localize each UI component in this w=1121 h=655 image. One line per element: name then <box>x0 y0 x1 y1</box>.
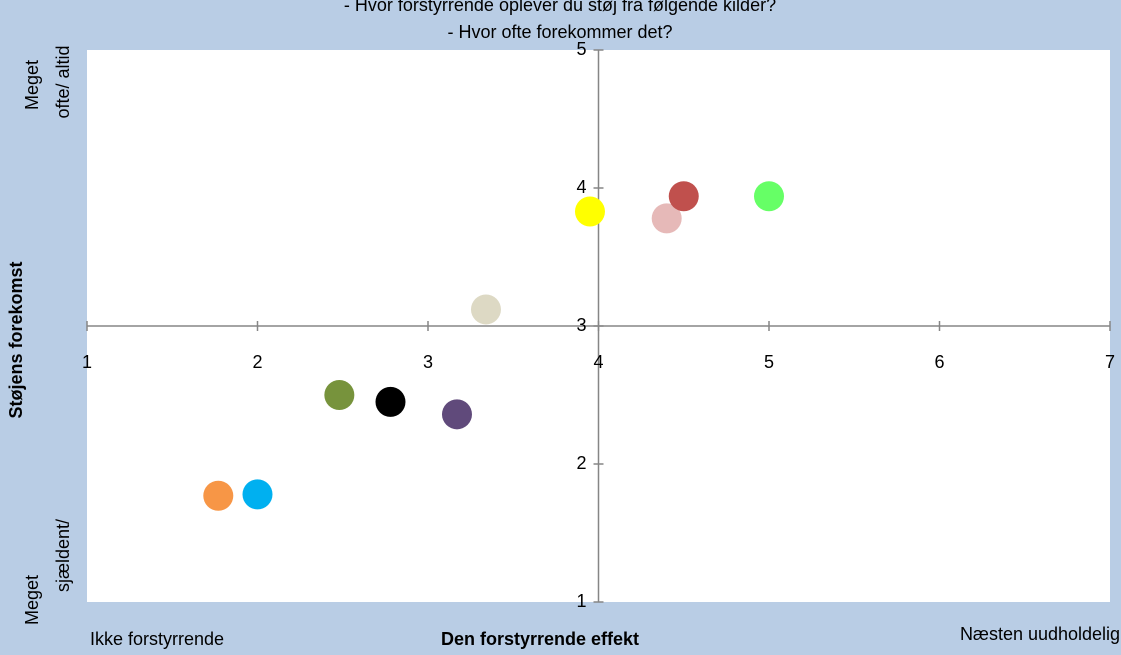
x-right-label: Næsten uudholdelig <box>960 624 1120 644</box>
y-bottom-label: Meget <box>22 575 42 625</box>
y-tick-label: 1 <box>576 591 586 611</box>
point <box>324 380 355 410</box>
y-bottom-label: sjældent/ <box>53 519 73 592</box>
chart-title: - Hvor forstyrrende oplever du støj fra … <box>344 0 776 15</box>
point <box>651 203 682 234</box>
point <box>375 386 406 417</box>
point <box>242 479 273 510</box>
y-axis-label: Støjens forekomst <box>6 261 26 418</box>
y-tick-label: 5 <box>576 39 586 59</box>
y-top-label: Meget <box>22 60 42 110</box>
chart-title: - Hvor ofte forekommer det? <box>447 22 672 42</box>
x-tick-label: 5 <box>764 352 774 372</box>
x-tick-label: 3 <box>423 352 433 372</box>
x-tick-label: 2 <box>252 352 262 372</box>
x-tick-label: 6 <box>934 352 944 372</box>
point <box>668 181 699 212</box>
x-tick-label: 4 <box>593 352 603 372</box>
x-tick-label: 7 <box>1105 352 1115 372</box>
x-tick-label: 1 <box>82 352 92 372</box>
x-axis-label: Den forstyrrende effekt <box>441 629 639 649</box>
y-top-label: ofte/ altid <box>53 45 73 118</box>
x-left-label: Ikke forstyrrende <box>90 629 224 649</box>
point <box>203 480 234 511</box>
point <box>574 196 605 227</box>
y-tick-label: 4 <box>576 177 586 197</box>
point <box>754 181 784 212</box>
point <box>470 294 501 325</box>
y-tick-label: 3 <box>576 315 586 335</box>
point <box>441 399 472 430</box>
y-tick-label: 2 <box>576 453 586 473</box>
